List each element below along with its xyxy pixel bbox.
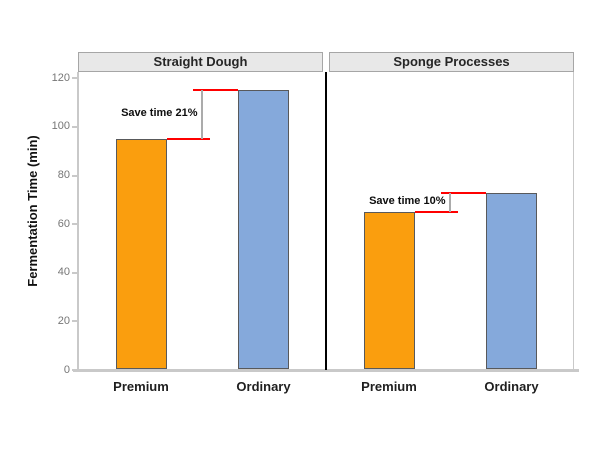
y-tick-label: 80 <box>57 169 70 182</box>
x-category-label-premium: Premium <box>113 379 169 394</box>
y-tick-label: 60 <box>57 217 70 230</box>
plot-right-border <box>572 72 574 370</box>
x-category-label-ordinary: Ordinary <box>236 379 291 394</box>
save-time-label: Save time 10% <box>369 194 446 207</box>
y-tick-mark <box>71 174 77 177</box>
x-axis-line <box>73 369 579 372</box>
save-time-line-high <box>193 89 238 92</box>
y-tick-mark <box>71 320 77 323</box>
save-time-line-low <box>166 138 210 141</box>
save-time-line-low <box>414 210 458 213</box>
y-tick-mark <box>71 271 77 274</box>
save-time-connector <box>448 192 451 212</box>
y-tick-mark <box>71 77 77 80</box>
y-tick-mark <box>71 369 77 371</box>
panel-divider <box>325 72 327 370</box>
y-tick-label: 120 <box>51 71 70 84</box>
y-tick-label: 40 <box>57 266 70 279</box>
y-tick-mark <box>71 223 77 226</box>
y-tick-label: 20 <box>57 314 70 327</box>
x-category-label-ordinary: Ordinary <box>484 379 539 394</box>
panel-header-straight-dough: Straight Dough <box>78 52 323 72</box>
y-axis-line <box>76 72 79 370</box>
save-time-connector <box>200 90 203 140</box>
panel-header-sponge-processes: Sponge Processes <box>329 52 574 72</box>
save-time-label: Save time 21% <box>121 107 198 120</box>
y-tick-label: 100 <box>51 120 70 133</box>
bar-sponge-processes-premium <box>363 211 415 370</box>
x-category-label-premium: Premium <box>361 379 417 394</box>
bar-sponge-processes-ordinary <box>486 192 537 370</box>
y-tick-mark <box>71 125 77 128</box>
save-time-line-high <box>441 191 486 194</box>
bar-straight-dough-ordinary <box>238 90 289 370</box>
bar-straight-dough-premium <box>115 139 167 370</box>
y-tick-label: 0 <box>63 363 70 376</box>
